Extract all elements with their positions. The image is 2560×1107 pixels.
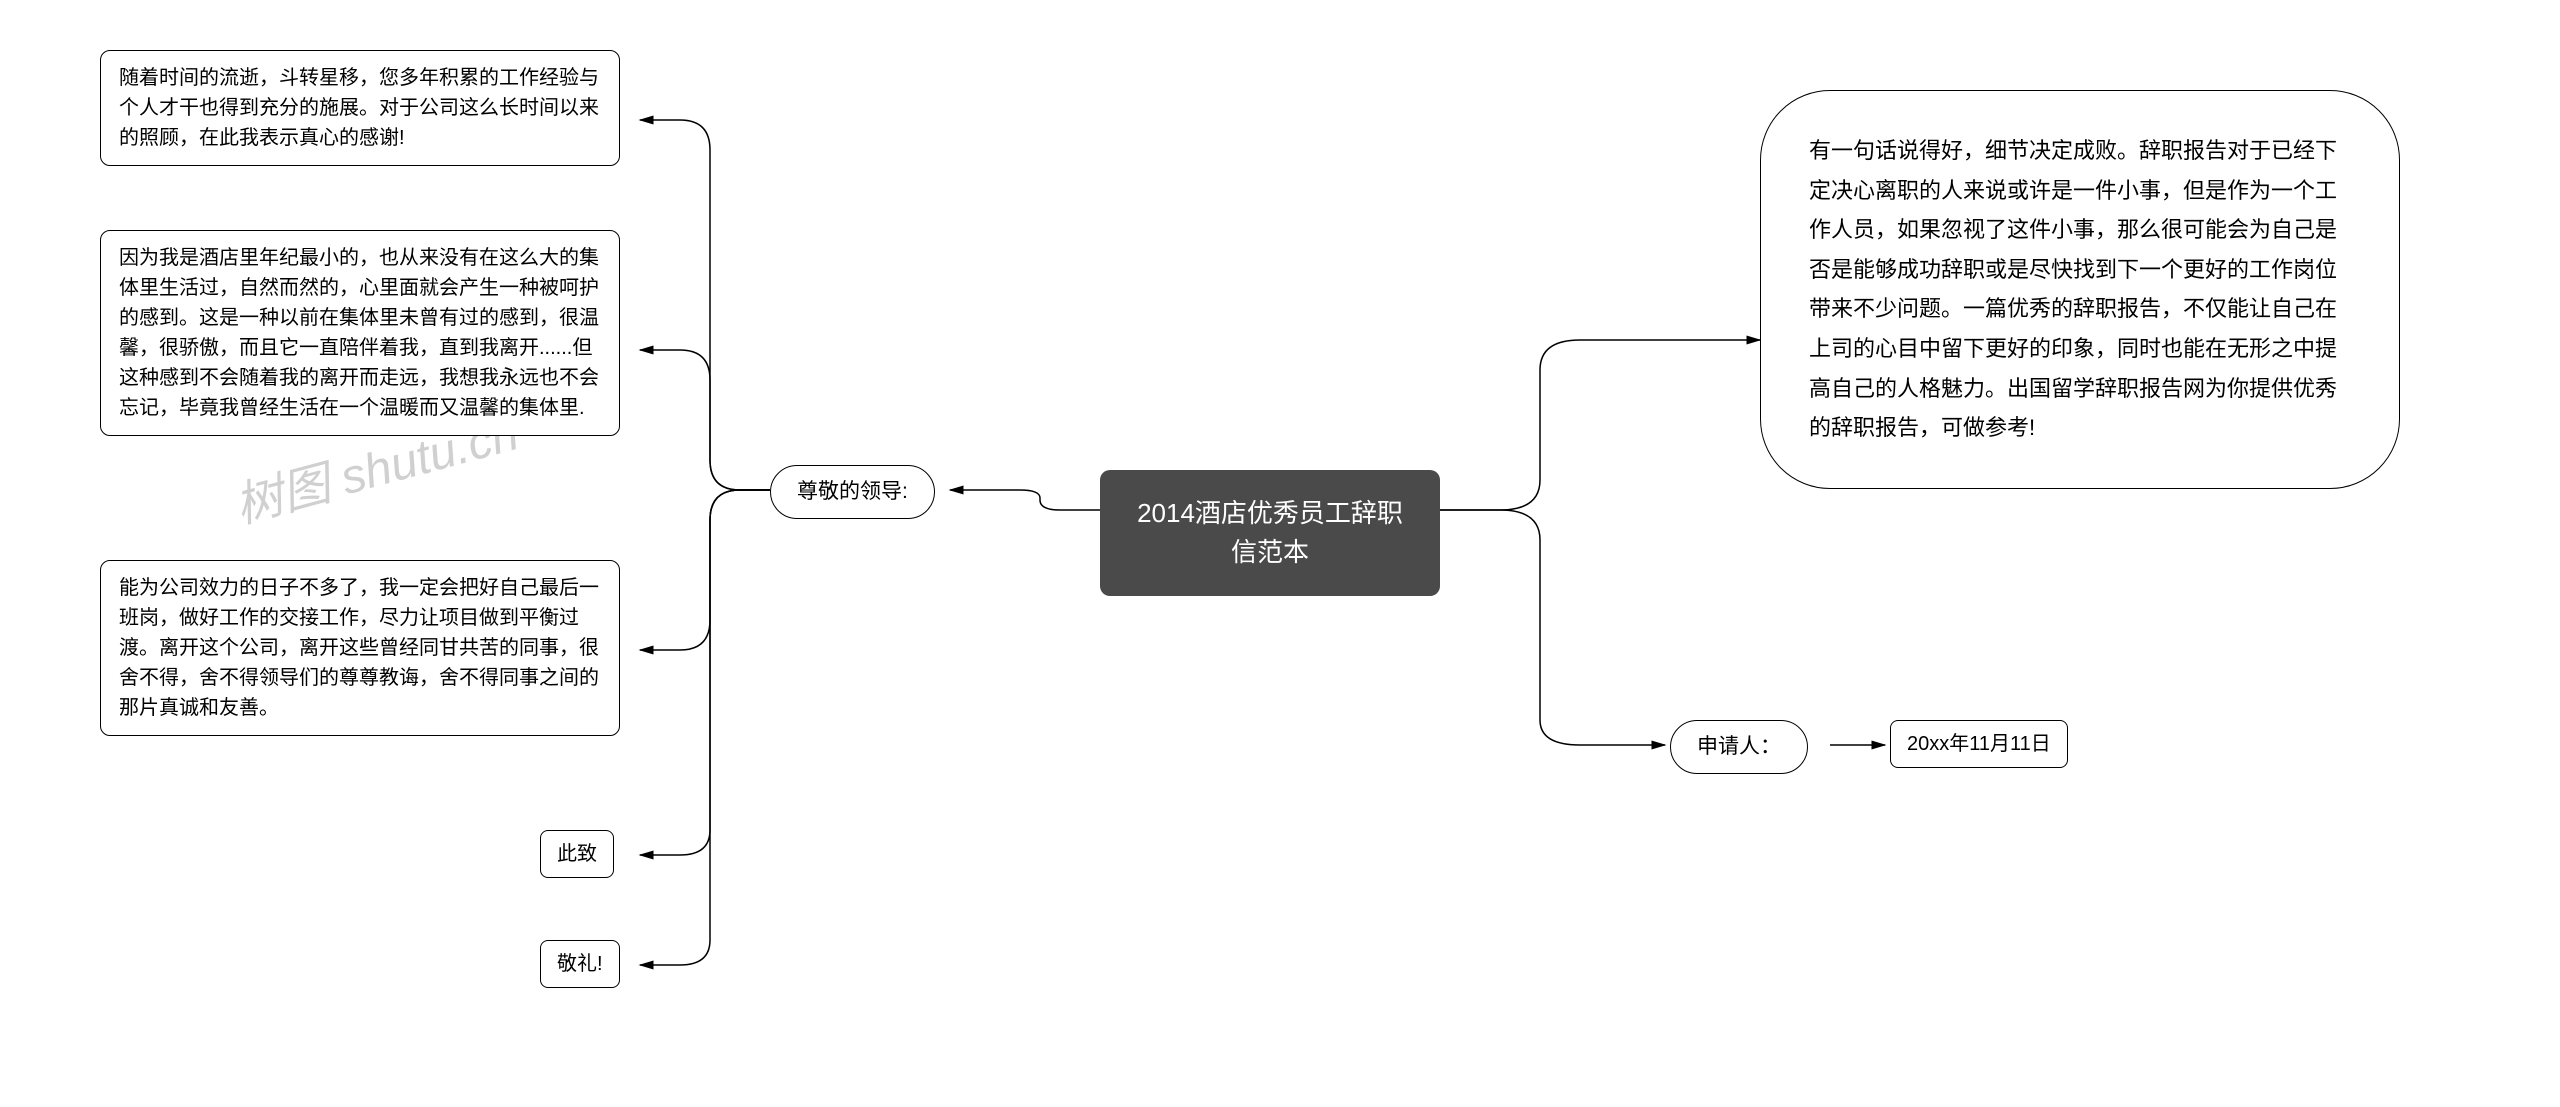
closing1-node: 此致	[540, 830, 614, 878]
mindmap-canvas: 树图 shutu.cn 树图 shutu.cn 2014酒店优秀员工辞职信范本 …	[0, 0, 2560, 1107]
date-node: 20xx年11月11日	[1890, 720, 2068, 768]
para2-node: 因为我是酒店里年纪最小的，也从来没有在这么大的集体里生活过，自然而然的，心里面就…	[100, 230, 620, 436]
closing2-node: 敬礼!	[540, 940, 620, 988]
para1-node: 随着时间的流逝，斗转星移，您多年积累的工作经验与个人才干也得到充分的施展。对于公…	[100, 50, 620, 166]
para3-node: 能为公司效力的日子不多了，我一定会把好自己最后一班岗，做好工作的交接工作，尽力让…	[100, 560, 620, 736]
applicant-node: 申请人：	[1670, 720, 1808, 774]
intro-node: 有一句话说得好，细节决定成败。辞职报告对于已经下定决心离职的人来说或许是一件小事…	[1760, 90, 2400, 489]
salutation-node: 尊敬的领导:	[770, 465, 935, 519]
center-node: 2014酒店优秀员工辞职信范本	[1100, 470, 1440, 596]
